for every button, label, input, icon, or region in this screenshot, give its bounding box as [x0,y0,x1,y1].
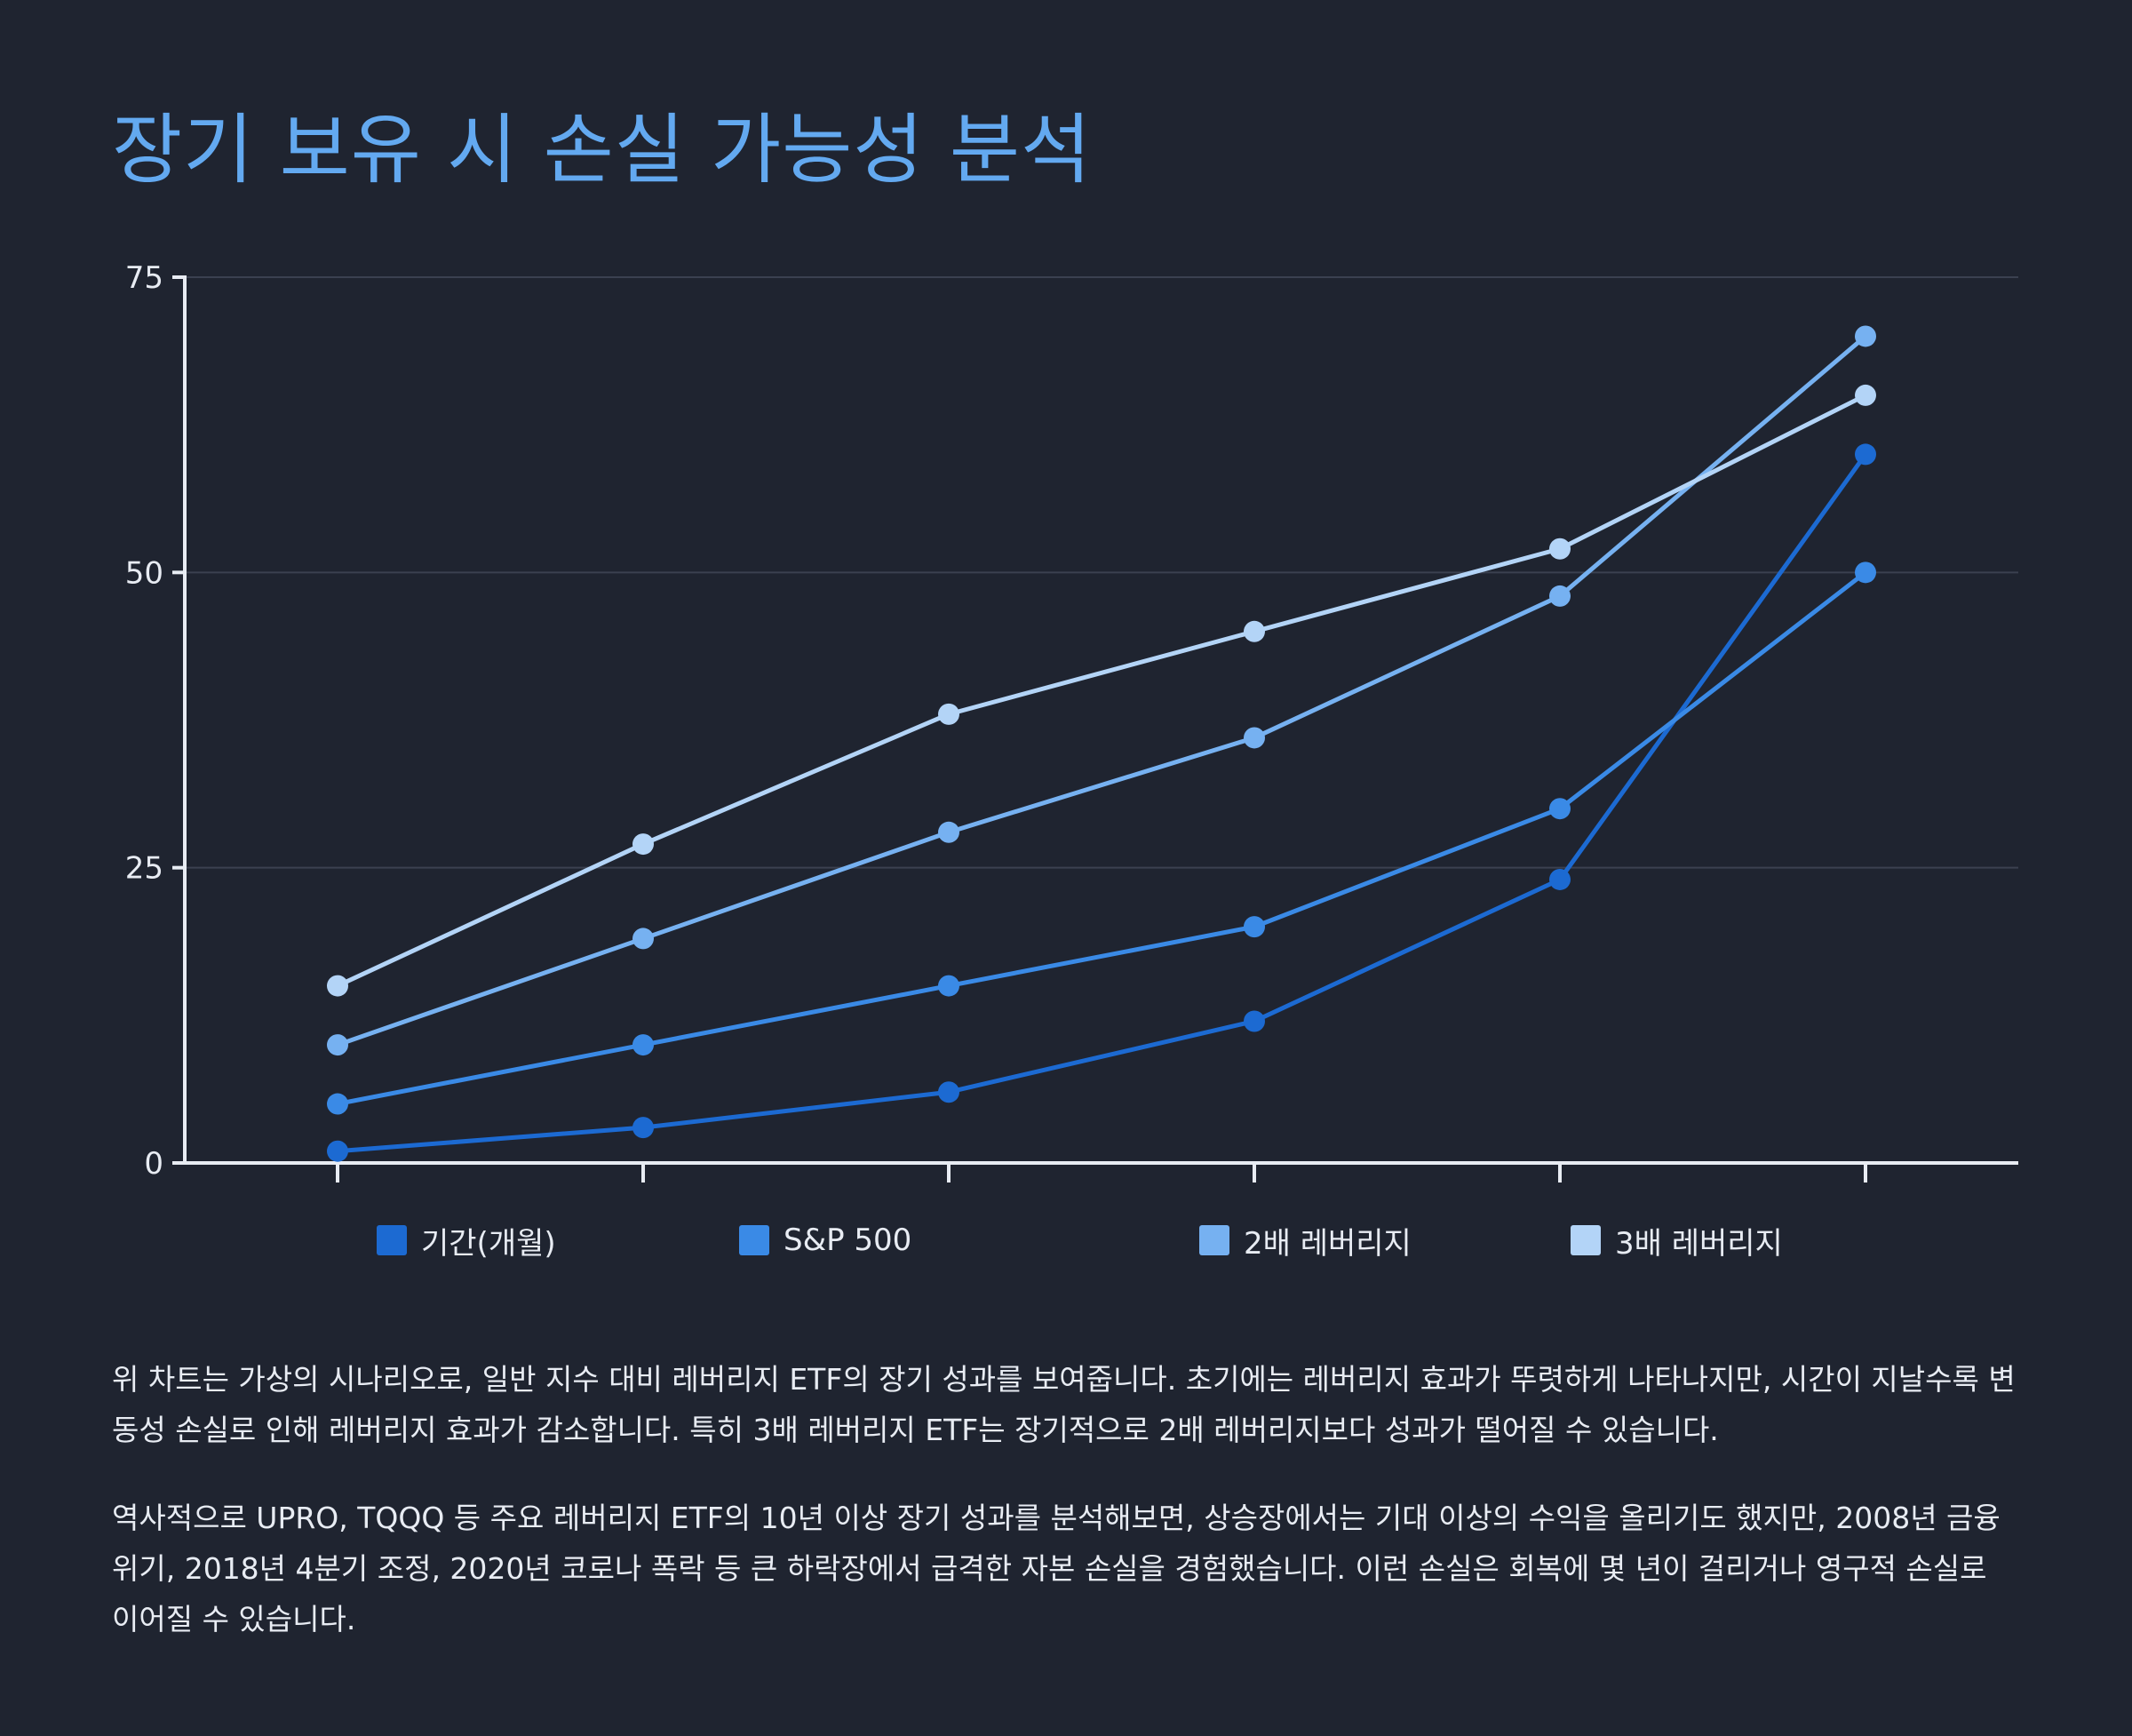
description-paragraph-2: 역사적으로 UPRO, TQQQ 등 주요 레버리지 ETF의 10년 이상 장… [112,1501,2001,1636]
data-point [938,703,959,725]
series-line [335,393,1868,989]
legend-item: 기간(개월) [377,1215,556,1265]
series-line [335,569,1868,1107]
y-tick-label: 50 [125,555,163,591]
legend-swatch [1571,1225,1601,1255]
page-title: 장기 보유 시 손실 가능성 분석 [112,106,1093,195]
data-point [938,975,959,997]
legend-label: 2배 레버리지 [1244,1225,1412,1262]
data-point [1855,325,1876,347]
data-point [1244,1010,1265,1032]
data-point [1244,620,1265,642]
grid-lines [185,276,2018,869]
data-point [327,1093,348,1115]
line-chart: 0 25 50 75 [125,260,2018,1183]
series-1 [327,443,1876,1162]
data-point [1244,727,1265,749]
data-point [1549,538,1571,560]
legend-swatch [739,1225,769,1255]
data-point [632,928,654,950]
series-2 [327,561,1876,1115]
data-point [327,1140,348,1162]
data-point [938,1081,959,1103]
legend-swatch [1199,1225,1229,1255]
y-tick-label: 75 [125,260,163,296]
series-line [335,451,1868,1154]
axes [172,275,2018,1183]
legend-item: 3배 레버리지 [1571,1215,1783,1265]
y-tick-label: 0 [144,1146,163,1182]
legend-label: S&P 500 [784,1222,912,1258]
series-4 [327,384,1876,997]
data-point [1244,916,1265,938]
data-point [632,1117,654,1139]
data-point [327,975,348,997]
legend-item: 2배 레버리지 [1199,1215,1412,1265]
tick-labels: 0 25 50 75 [125,260,163,1182]
data-point [327,1034,348,1056]
legend-item: S&P 500 [739,1215,911,1265]
data-point [632,1034,654,1056]
legend-swatch [377,1225,407,1255]
data-point [1855,561,1876,584]
data-point [1549,798,1571,820]
data-point [1549,585,1571,607]
series-3 [327,325,1876,1056]
data-point [938,821,959,843]
series-line [335,333,1868,1047]
series-lines [327,325,1876,1162]
data-point [632,833,654,856]
data-point [1855,443,1876,466]
chart-legend: 기간(개월) S&P 500 2배 레버리지 3배 레버리지 [0,1215,2132,1265]
legend-label: 기간(개월) [421,1225,556,1262]
data-point [1855,384,1876,406]
y-tick-label: 25 [125,851,163,887]
data-point [1549,868,1571,890]
description-paragraph-1: 위 차트는 가상의 시나리오로, 일반 지수 대비 레버리지 ETF의 장기 성… [112,1362,2016,1447]
legend-label: 3배 레버리지 [1615,1225,1783,1262]
